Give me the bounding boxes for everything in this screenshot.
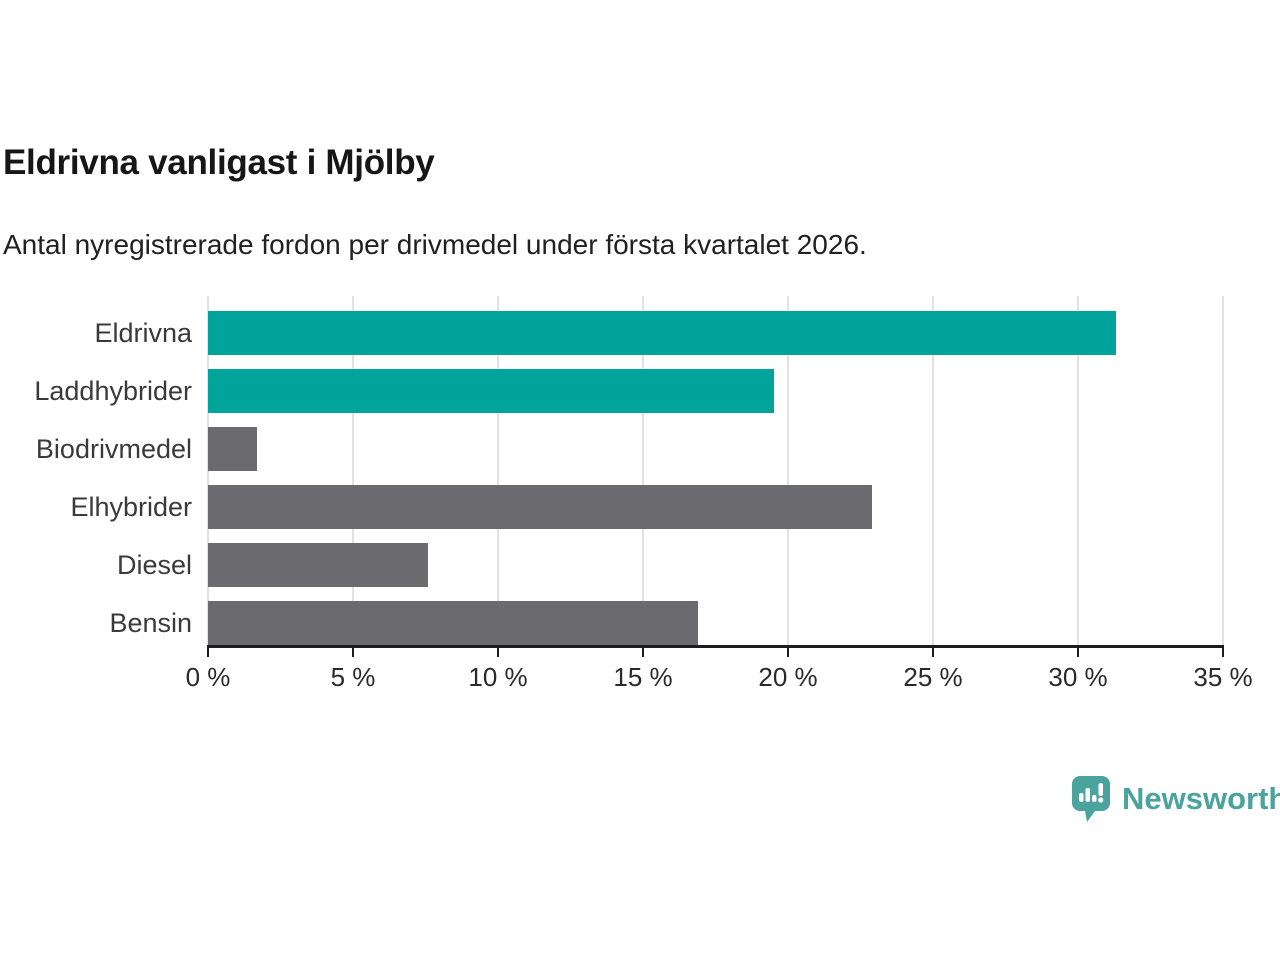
chart-subtitle: Antal nyregistrerade fordon per drivmede… — [3, 229, 867, 260]
bar-biodrivmedel — [208, 427, 258, 471]
gridline — [1222, 296, 1224, 645]
category-label: Bensin — [109, 608, 192, 638]
category-label: Laddhybrider — [34, 376, 192, 406]
newsworthy-logo: Newsworthy — [1072, 776, 1280, 822]
category-label: Elhybrider — [70, 492, 192, 522]
x-tick-label: 35 % — [1193, 662, 1253, 692]
bars — [208, 296, 1223, 648]
x-tick-label: 30 % — [1048, 662, 1108, 692]
gridline — [932, 296, 934, 645]
bar-eldrivna — [208, 311, 1116, 355]
gridline — [642, 296, 644, 645]
category-label: Diesel — [116, 550, 192, 580]
bar-elhybrider — [208, 485, 873, 529]
bar-bensin — [208, 601, 699, 645]
gridline — [787, 296, 789, 645]
bar-laddhybrider — [208, 369, 774, 413]
gridline — [1077, 296, 1079, 645]
x-tick-label: 0 % — [185, 662, 231, 692]
category-label: Eldrivna — [94, 318, 192, 348]
axis-tick — [642, 648, 644, 657]
x-axis-ticks — [207, 296, 1224, 657]
y-axis-labels: Eldrivna Laddhybrider Biodrivmedel Elhybrid… — [0, 296, 192, 648]
axis-tick — [207, 648, 209, 657]
x-tick-label: 5 % — [330, 662, 376, 692]
x-tick-label: 25 % — [903, 662, 963, 692]
logo-wordmark: Newsworthy — [1122, 781, 1280, 816]
x-axis-tick-labels: 0 % 5 % 10 % 15 % 20 % 25 % 30 % 35 % — [186, 662, 1253, 698]
gridline — [352, 296, 354, 645]
axis-tick — [787, 648, 789, 657]
axis-tick — [1222, 648, 1224, 657]
bar-diesel — [208, 543, 429, 587]
axis-tick — [932, 648, 934, 657]
x-tick-label: 15 % — [613, 662, 673, 692]
x-axis-line — [207, 645, 1224, 648]
axis-tick — [497, 648, 499, 657]
gridline — [497, 296, 499, 645]
plot-area — [207, 296, 1224, 657]
x-tick-label: 20 % — [758, 662, 818, 692]
category-label: Biodrivmedel — [35, 434, 192, 464]
axis-tick — [352, 648, 354, 657]
x-tick-label: 10 % — [468, 662, 528, 692]
bar-chart-speech-bubble-icon — [1072, 776, 1110, 822]
chart-title: Eldrivna vanligast i Mjölby — [3, 143, 435, 182]
axis-tick — [1077, 648, 1079, 657]
